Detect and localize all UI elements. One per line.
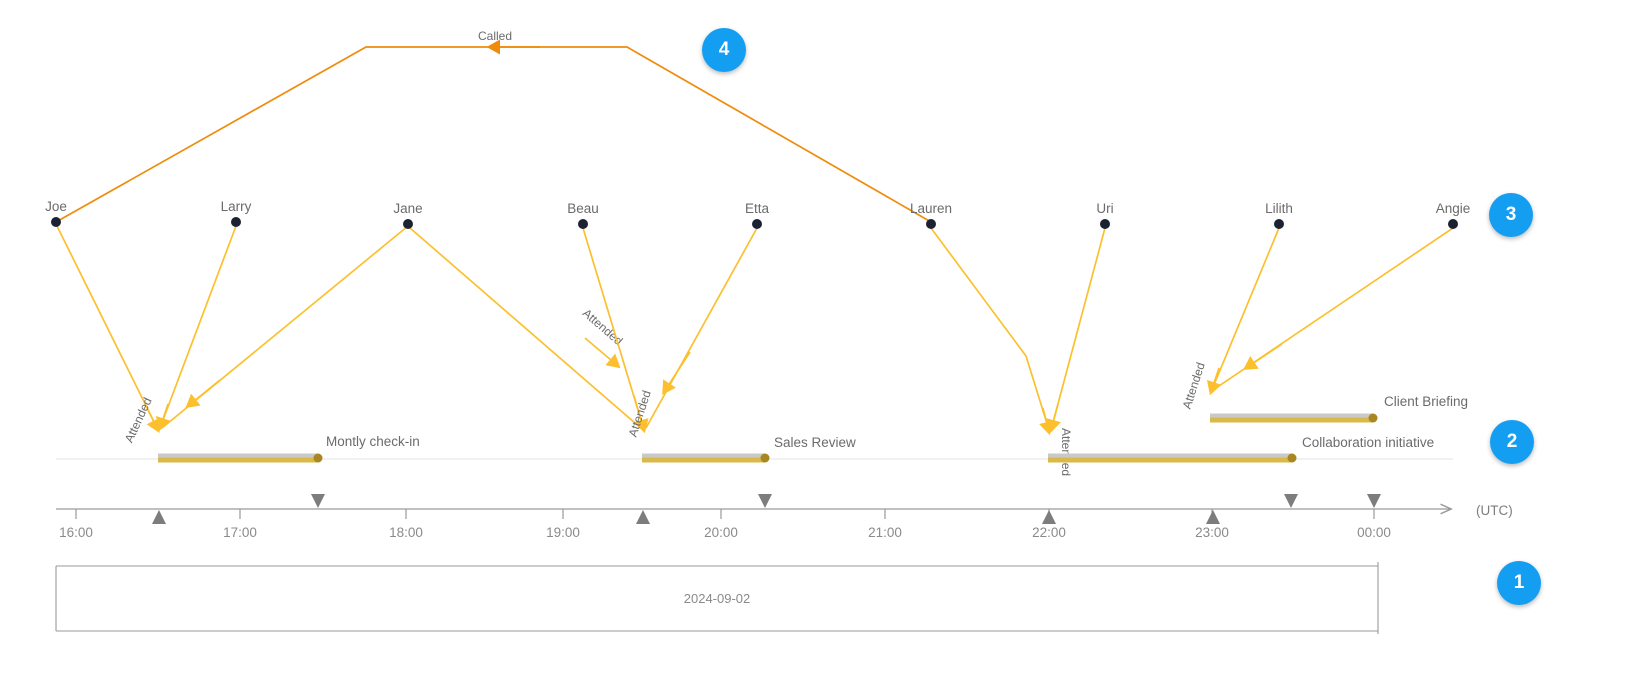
- axis-tick-label: 21:00: [868, 525, 902, 540]
- edge-label-attended-joe: Attended: [122, 395, 155, 444]
- event-bar-sales-review[interactable]: Sales Review: [642, 435, 856, 463]
- date-band: 2024-09-02: [55, 562, 1379, 634]
- edge-attended-uri-collab: [1046, 227, 1106, 434]
- step-badge-label: 4: [718, 39, 730, 60]
- step-badge-label: 2: [1506, 431, 1518, 452]
- edge-attended-lilith-client: Attended: [1180, 227, 1280, 411]
- actor-label: Angie: [1436, 201, 1471, 216]
- event-end-dot: [760, 453, 770, 463]
- actor-node-etta[interactable]: Etta: [745, 201, 770, 229]
- step-badge-4[interactable]: 4: [702, 28, 746, 72]
- axis-tick-label: 18:00: [389, 525, 423, 540]
- actor-node-lauren[interactable]: Lauren: [910, 201, 952, 229]
- actor-dot: [926, 219, 936, 229]
- marker-down-icon: [758, 494, 772, 508]
- edge-called-lauren-joe: Called: [55, 29, 932, 223]
- step-badge-label: 1: [1513, 572, 1525, 593]
- actor-node-lilith[interactable]: Lilith: [1265, 201, 1293, 229]
- actor-label: Lauren: [910, 201, 952, 216]
- marker-down-icon: [1367, 494, 1381, 508]
- step-badge-3[interactable]: 3: [1489, 193, 1533, 237]
- edge-attended-angie-client: [1212, 227, 1454, 391]
- marker-down-icon: [1284, 494, 1298, 508]
- marker-up-icon: [636, 510, 650, 524]
- event-end-dot: [313, 453, 323, 463]
- event-bar-client-briefing[interactable]: Client Briefing: [1210, 394, 1468, 423]
- axis-unit-label: (UTC): [1476, 503, 1513, 518]
- actor-node-angie[interactable]: Angie: [1436, 201, 1471, 229]
- marker-down-icon: [311, 494, 325, 508]
- actor-dot: [752, 219, 762, 229]
- event-bar-montly-check-in[interactable]: Montly check-in: [158, 434, 420, 463]
- step-badge-2[interactable]: 2: [1490, 420, 1534, 464]
- event-label: Collaboration initiative: [1302, 435, 1434, 450]
- edge-label-called: Called: [478, 29, 512, 43]
- actor-dot: [403, 219, 413, 229]
- edge-attended-joe-montly: Attended: [55, 223, 161, 445]
- step-badge-label: 3: [1505, 204, 1517, 225]
- actor-dot: [1448, 219, 1458, 229]
- axis-tick-label: 17:00: [223, 525, 257, 540]
- marker-up-icon: [1042, 510, 1056, 524]
- actor-dot: [231, 217, 241, 227]
- axis-tick-label: 23:00: [1195, 525, 1229, 540]
- actor-node-uri[interactable]: Uri: [1096, 201, 1114, 229]
- edge-attended-lauren-collab: Attended: [930, 227, 1073, 476]
- edge-label-attended-lauren: Attended: [1059, 428, 1073, 476]
- actor-label: Joe: [45, 199, 67, 214]
- edge-attended-etta-sales: [645, 227, 758, 429]
- step-badge-1[interactable]: 1: [1497, 561, 1541, 605]
- actor-dot: [578, 219, 588, 229]
- marker-up-icon: [152, 510, 166, 524]
- axis-tick-label: 00:00: [1357, 525, 1391, 540]
- edge-attended-jane-montly: [161, 225, 409, 429]
- actor-label: Lilith: [1265, 201, 1293, 216]
- edge-label-attended-lilith: Attended: [1180, 361, 1208, 411]
- event-label: Client Briefing: [1384, 394, 1468, 409]
- event-end-dot: [1287, 453, 1297, 463]
- actor-dot: [1100, 219, 1110, 229]
- marker-up-icon: [1206, 510, 1220, 524]
- date-band-label: 2024-09-02: [684, 591, 751, 606]
- actor-node-joe[interactable]: Joe: [45, 199, 67, 227]
- edge-attended-larry-montly: [155, 225, 237, 432]
- actor-label: Larry: [221, 199, 252, 214]
- actor-label: Jane: [393, 201, 422, 216]
- actor-node-beau[interactable]: Beau: [567, 201, 599, 229]
- actor-dot: [1274, 219, 1284, 229]
- axis-tick-label: 16:00: [59, 525, 93, 540]
- axis-tick-label: 20:00: [704, 525, 738, 540]
- event-label: Sales Review: [774, 435, 856, 450]
- actor-label: Uri: [1096, 201, 1113, 216]
- actor-label: Etta: [745, 201, 770, 216]
- axis-tick-label: 22:00: [1032, 525, 1066, 540]
- actor-dot: [51, 217, 61, 227]
- actor-node-larry[interactable]: Larry: [221, 199, 252, 227]
- axis-tick-label: 19:00: [546, 525, 580, 540]
- edge-label-attended-jane: Attended: [580, 306, 625, 348]
- event-end-dot: [1368, 413, 1378, 423]
- time-axis: 16:00 17:00 18:00 19:00 20:00 21:00 22:0…: [56, 494, 1513, 540]
- edge-attended-jane-sales: Attended: [409, 227, 644, 431]
- actor-node-jane[interactable]: Jane: [393, 201, 423, 229]
- event-label: Montly check-in: [326, 434, 420, 449]
- event-bar-collaboration-initiative[interactable]: Collaboration initiative: [1048, 435, 1434, 463]
- actor-label: Beau: [567, 201, 599, 216]
- edge-label-attended-beau: Attended: [626, 389, 654, 439]
